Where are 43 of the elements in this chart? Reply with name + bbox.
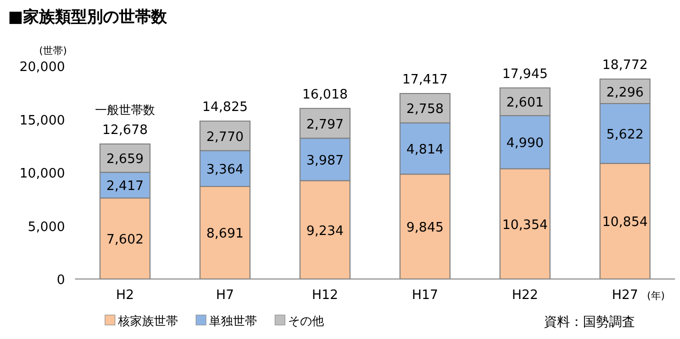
chart-title: ■家族類型別の世帯数 [8, 7, 168, 26]
y-axis-title: (世帯) [39, 45, 67, 57]
y-tick-label: 5,000 [28, 220, 65, 235]
legend-label: 単独世帯 [209, 314, 257, 328]
data-label: 5,622 [606, 127, 644, 142]
data-label: 7,602 [106, 232, 144, 248]
x-tick-label: H2 [116, 288, 134, 303]
total-label: 12,678 [102, 122, 148, 138]
data-label: 2,797 [306, 117, 344, 132]
data-label: 10,354 [502, 218, 548, 233]
x-axis-title: (年) [647, 290, 665, 302]
data-label: 10,854 [602, 215, 648, 230]
data-label: 4,990 [506, 136, 544, 152]
y-tick-label: 15,000 [20, 113, 65, 128]
data-label: 2,659 [106, 152, 144, 168]
data-label: 4,814 [406, 142, 444, 158]
x-tick-label: H7 [216, 288, 234, 303]
data-label: 2,417 [106, 179, 144, 194]
total-label: 17,417 [402, 72, 448, 88]
text: 資料：国勢調査 [544, 315, 635, 330]
x-tick-label: H22 [512, 288, 538, 303]
data-label: 2,601 [506, 96, 544, 111]
x-tick-label: H12 [312, 288, 338, 303]
y-tick-label: 0 [56, 273, 65, 288]
x-tick-label: H17 [412, 288, 438, 303]
data-label: 2,770 [206, 130, 244, 145]
data-label: 2,296 [606, 85, 644, 100]
total-label: 18,772 [602, 58, 648, 74]
data-label: 8,691 [206, 226, 244, 242]
legend-label: 核家族世帯 [117, 314, 178, 328]
annotation: 一般世帯数 [95, 102, 155, 117]
y-tick-label: 20,000 [20, 60, 65, 75]
y-tick-label: 10,000 [20, 166, 65, 182]
total-label: 17,945 [502, 66, 548, 82]
data-label: 3,364 [206, 162, 244, 178]
legend-label: その他 [288, 314, 324, 328]
data-label: 3,987 [306, 153, 344, 168]
data-label: 2,758 [406, 102, 444, 118]
total-label: 16,018 [302, 87, 348, 102]
data-label: 9,234 [306, 224, 344, 239]
x-tick-label: H27 [612, 288, 638, 303]
data-label: 9,845 [406, 220, 444, 236]
total-label: 14,825 [202, 100, 248, 116]
